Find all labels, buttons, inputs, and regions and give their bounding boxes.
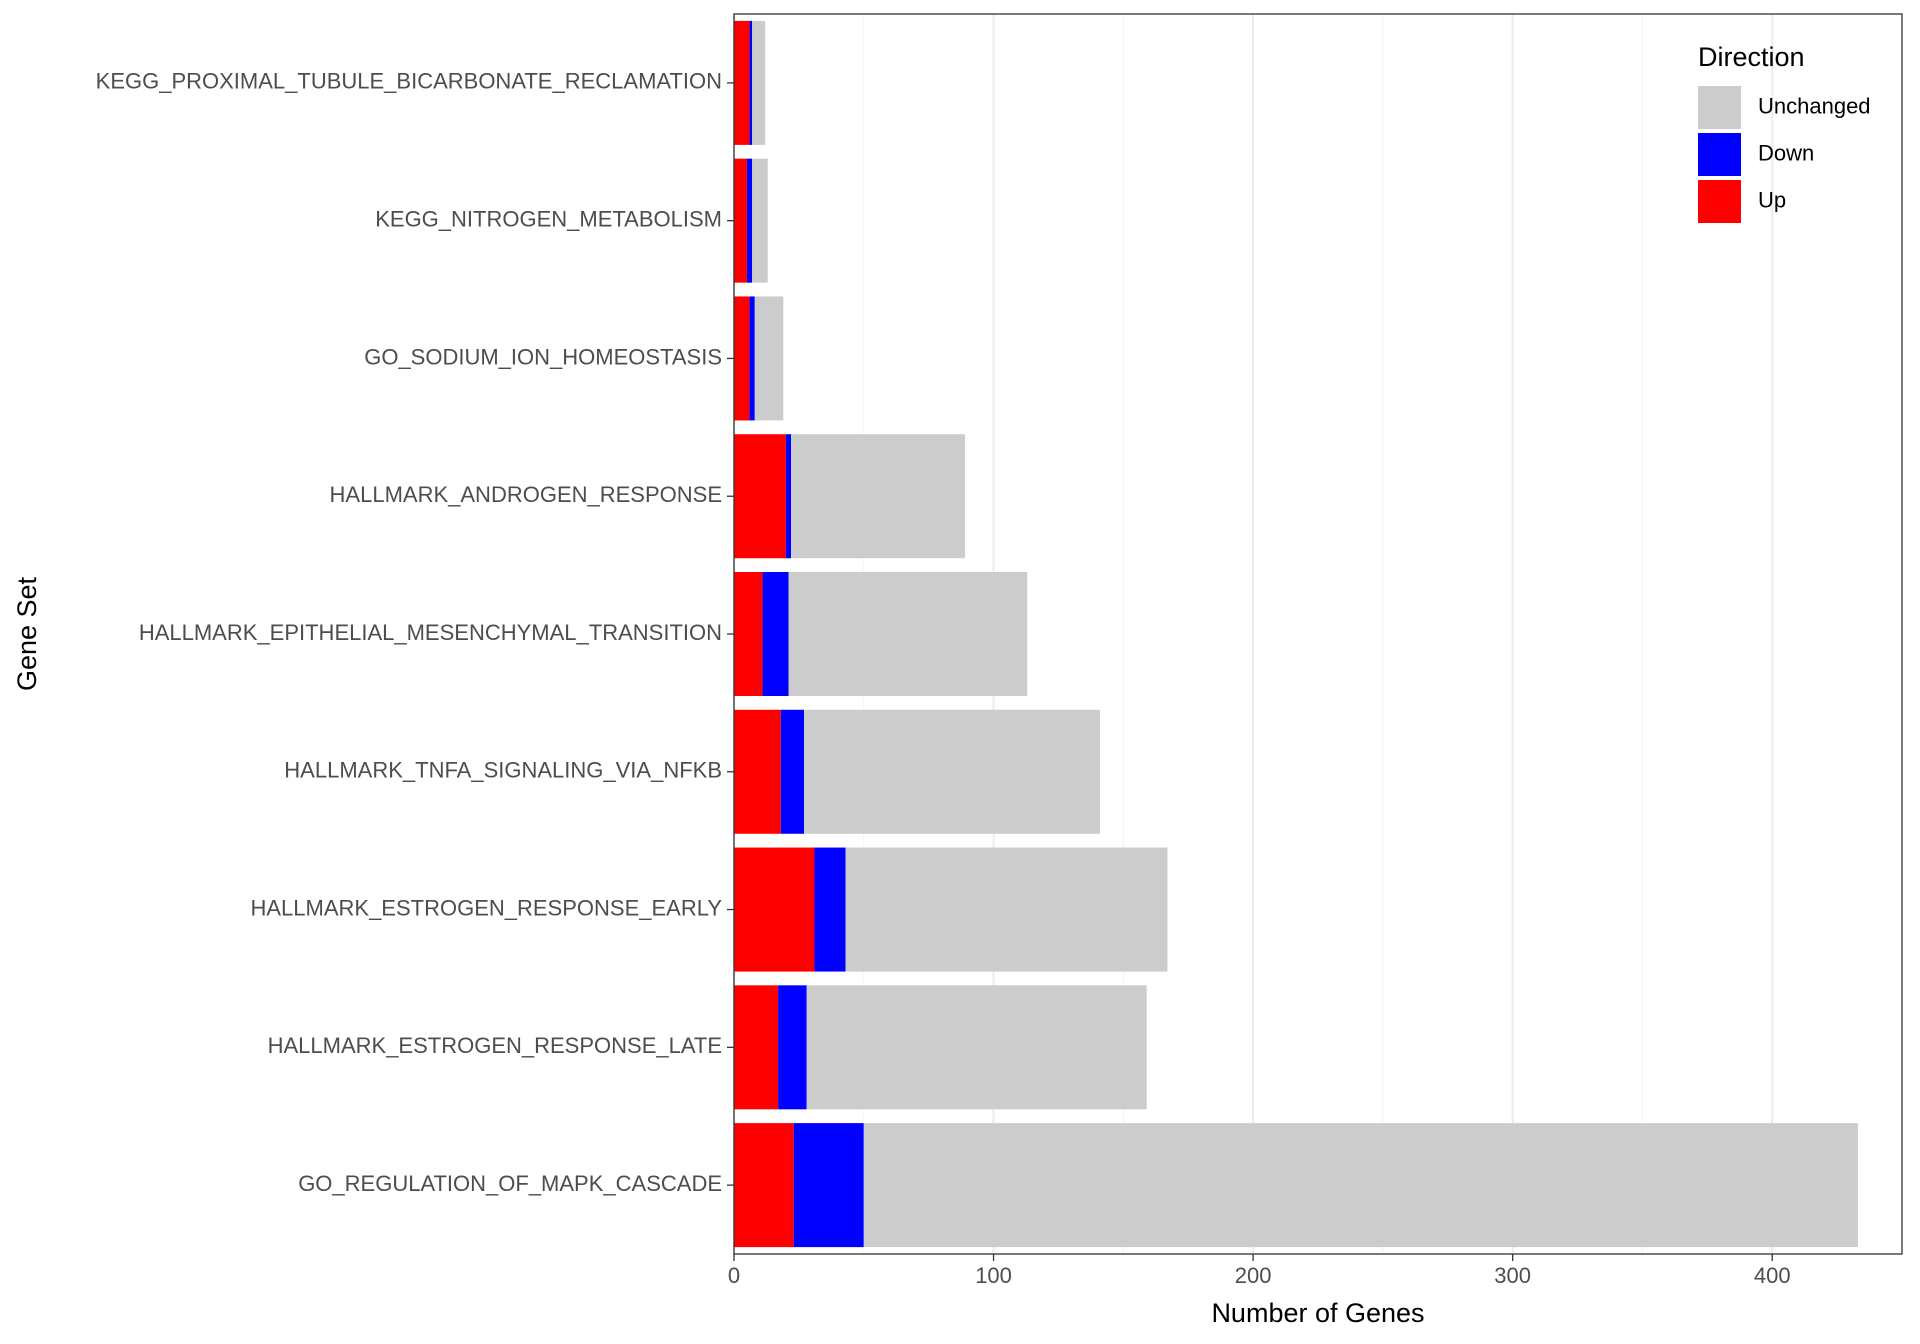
bar-up — [734, 572, 763, 696]
bar-up — [734, 709, 781, 834]
y-tick-label: KEGG_PROXIMAL_TUBULE_BICARBONATE_RECLAMA… — [96, 69, 722, 94]
y-tick-label: HALLMARK_TNFA_SIGNALING_VIA_NFKB — [284, 758, 722, 783]
bar-unchanged — [863, 1123, 1858, 1248]
bar-down — [749, 296, 755, 421]
bar-up — [734, 158, 747, 283]
axis-layer: KEGG_PROXIMAL_TUBULE_BICARBONATE_RECLAMA… — [96, 69, 1791, 1288]
legend-label-up: Up — [1758, 187, 1786, 212]
bar-down — [785, 434, 792, 559]
bar-unchanged — [752, 20, 766, 145]
bar-down — [762, 572, 789, 696]
y-tick-label: KEGG_NITROGEN_METABOLISM — [375, 206, 722, 231]
x-axis-title: Number of Genes — [1211, 1298, 1424, 1328]
bar-down — [814, 847, 846, 972]
x-tick-label: 100 — [975, 1263, 1012, 1288]
x-tick-label: 400 — [1754, 1263, 1791, 1288]
y-tick-label: HALLMARK_EPITHELIAL_MESENCHYMAL_TRANSITI… — [139, 620, 722, 645]
x-tick-label: 300 — [1494, 1263, 1531, 1288]
bar-unchanged — [752, 158, 768, 283]
legend-title: Direction — [1698, 42, 1805, 72]
legend-label-down: Down — [1758, 140, 1814, 165]
bars-layer — [734, 20, 1858, 1248]
bar-up — [734, 434, 786, 559]
legend-label-unchanged: Unchanged — [1758, 93, 1871, 118]
bar-up — [734, 847, 815, 972]
bar-up — [734, 985, 779, 1110]
legend: Direction Unchanged Down Up — [1698, 42, 1871, 223]
y-axis-title: Gene Set — [12, 576, 42, 691]
bar-unchanged — [845, 847, 1168, 972]
bar-up — [734, 296, 750, 421]
bar-down — [778, 985, 807, 1110]
x-tick-label: 0 — [728, 1263, 740, 1288]
bar-unchanged — [804, 709, 1100, 834]
bar-unchanged — [791, 434, 966, 559]
bar-unchanged — [754, 296, 784, 421]
bar-down — [749, 20, 753, 145]
y-tick-label: HALLMARK_ANDROGEN_RESPONSE — [330, 482, 722, 507]
legend-key-down — [1698, 133, 1741, 176]
bar-down — [793, 1123, 864, 1248]
bar-down — [746, 158, 753, 283]
bar-down — [780, 709, 805, 834]
y-tick-label: GO_SODIUM_ION_HOMEOSTASIS — [364, 344, 722, 369]
bar-up — [734, 1123, 794, 1248]
y-tick-label: HALLMARK_ESTROGEN_RESPONSE_LATE — [268, 1033, 722, 1058]
bar-unchanged — [788, 572, 1028, 696]
bar-unchanged — [806, 985, 1147, 1110]
y-tick-label: GO_REGULATION_OF_MAPK_CASCADE — [298, 1171, 722, 1196]
legend-key-unchanged — [1698, 86, 1741, 129]
legend-key-up — [1698, 180, 1741, 223]
x-tick-label: 200 — [1235, 1263, 1272, 1288]
bar-up — [734, 20, 750, 145]
y-tick-label: HALLMARK_ESTROGEN_RESPONSE_EARLY — [250, 895, 722, 920]
